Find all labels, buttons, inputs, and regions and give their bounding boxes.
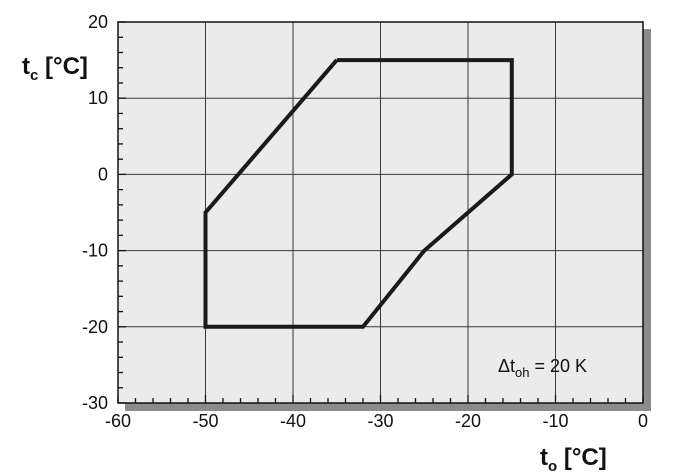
y-axis-title: tc [°C] xyxy=(22,53,88,84)
x-tick-labels: -60 -50 -40 -30 -20 -10 0 xyxy=(105,411,648,431)
x-axis-title: to [°C] xyxy=(540,444,607,475)
x-tick-label: 0 xyxy=(638,411,648,431)
shadow-right xyxy=(643,29,651,403)
superheat-annotation: Δtoh = 20 K xyxy=(498,356,587,380)
y-tick-label: -30 xyxy=(82,393,108,413)
x-tick-label: -20 xyxy=(455,411,481,431)
y-tick-labels: -30 -20 -10 0 10 20 xyxy=(82,12,108,413)
y-tick-label: 0 xyxy=(98,164,108,184)
x-tick-label: -10 xyxy=(542,411,568,431)
y-tick-label: 10 xyxy=(88,88,108,108)
y-tick-label: -20 xyxy=(82,317,108,337)
x-tick-label: -50 xyxy=(192,411,218,431)
x-tick-label: -30 xyxy=(367,411,393,431)
y-tick-label: 20 xyxy=(88,12,108,32)
y-tick-label: -10 xyxy=(82,241,108,261)
shadow-bottom xyxy=(125,403,651,411)
x-tick-label: -60 xyxy=(105,411,131,431)
x-tick-label: -40 xyxy=(280,411,306,431)
plot-shadow xyxy=(125,29,651,411)
plot-frame xyxy=(117,21,644,404)
envelope-line xyxy=(203,58,514,329)
